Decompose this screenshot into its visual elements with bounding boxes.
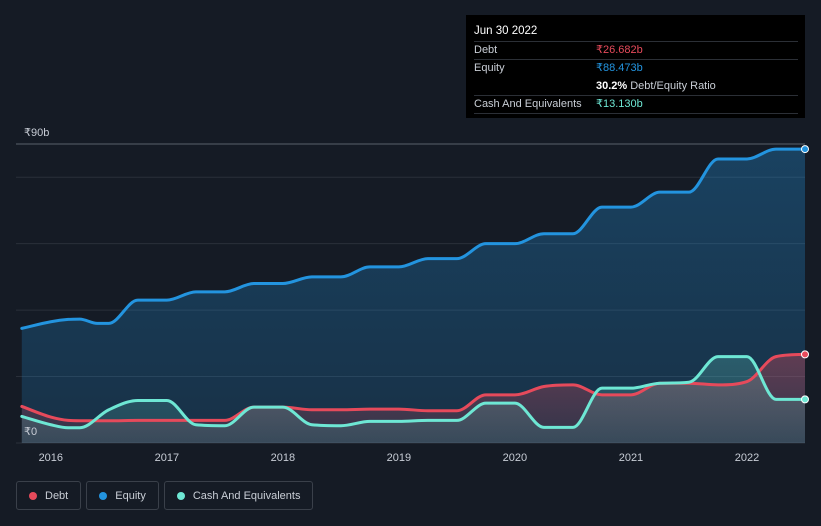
x-tick-label-2019: 2019 bbox=[387, 452, 411, 464]
tooltip-debt-value: ₹26.682b bbox=[596, 44, 643, 56]
tooltip-cash-value: ₹13.130b bbox=[596, 98, 643, 110]
x-tick-label-2022: 2022 bbox=[735, 452, 759, 464]
tooltip-panel: Jun 30 2022 Debt ₹26.682b Equity ₹88.473… bbox=[466, 15, 805, 118]
tooltip-equity-value: ₹88.473b bbox=[596, 62, 643, 74]
tooltip-date: Jun 30 2022 bbox=[474, 25, 538, 37]
tooltip-ratio-label: Debt/Equity Ratio bbox=[630, 80, 716, 92]
legend-item-debt[interactable]: Debt bbox=[16, 481, 82, 510]
equity-line bbox=[20, 147, 807, 330]
y-tick-label-90: ₹90b bbox=[24, 127, 49, 139]
tooltip-debt-row: Debt ₹26.682b bbox=[474, 41, 798, 59]
series-lines bbox=[20, 147, 807, 430]
cash-dot-icon bbox=[176, 491, 185, 500]
equity-dot-icon bbox=[99, 491, 108, 500]
axis-labels: 2016 2017 2018 2019 2020 2021 2022 ₹90b ₹0 bbox=[24, 127, 759, 464]
tooltip-equity-label: Equity bbox=[474, 62, 505, 74]
tooltip-ratio: 30.2% Debt/Equity Ratio bbox=[596, 78, 716, 95]
cash-area bbox=[21, 356, 806, 443]
tooltip-cash-label: Cash And Equivalents bbox=[474, 98, 582, 110]
x-tick-label-2018: 2018 bbox=[271, 452, 295, 464]
x-tick-label-2021: 2021 bbox=[619, 452, 643, 464]
debt-end-marker bbox=[801, 350, 809, 359]
cash-end-marker bbox=[801, 395, 809, 404]
end-markers bbox=[801, 145, 809, 404]
chart-legend: Debt Equity Cash And Equivalents bbox=[16, 481, 314, 510]
legend-cash-label: Cash And Equivalents bbox=[192, 489, 301, 502]
tooltip-cash-row: Cash And Equivalents ₹13.130b bbox=[474, 95, 798, 114]
y-tick-label-0: ₹0 bbox=[24, 426, 37, 438]
x-tick-label-2016: 2016 bbox=[39, 452, 63, 464]
legend-item-equity[interactable]: Equity bbox=[86, 481, 159, 510]
x-tick-label-2020: 2020 bbox=[503, 452, 527, 464]
legend-equity-label: Equity bbox=[115, 489, 146, 502]
legend-debt-label: Debt bbox=[45, 489, 69, 502]
cash-line bbox=[20, 355, 807, 430]
tooltip-ratio-value: 30.2% bbox=[596, 80, 628, 92]
equity-end-marker bbox=[801, 145, 809, 154]
debt-dot-icon bbox=[29, 491, 37, 500]
equity-area bbox=[21, 149, 806, 443]
tooltip-debt-label: Debt bbox=[474, 44, 498, 56]
tooltip-equity-row: Equity ₹88.473b bbox=[474, 59, 798, 77]
x-tick-label-2017: 2017 bbox=[155, 452, 179, 464]
legend-item-cash[interactable]: Cash And Equivalents bbox=[163, 481, 314, 510]
tooltip-ratio-row: 30.2% Debt/Equity Ratio bbox=[474, 77, 798, 95]
